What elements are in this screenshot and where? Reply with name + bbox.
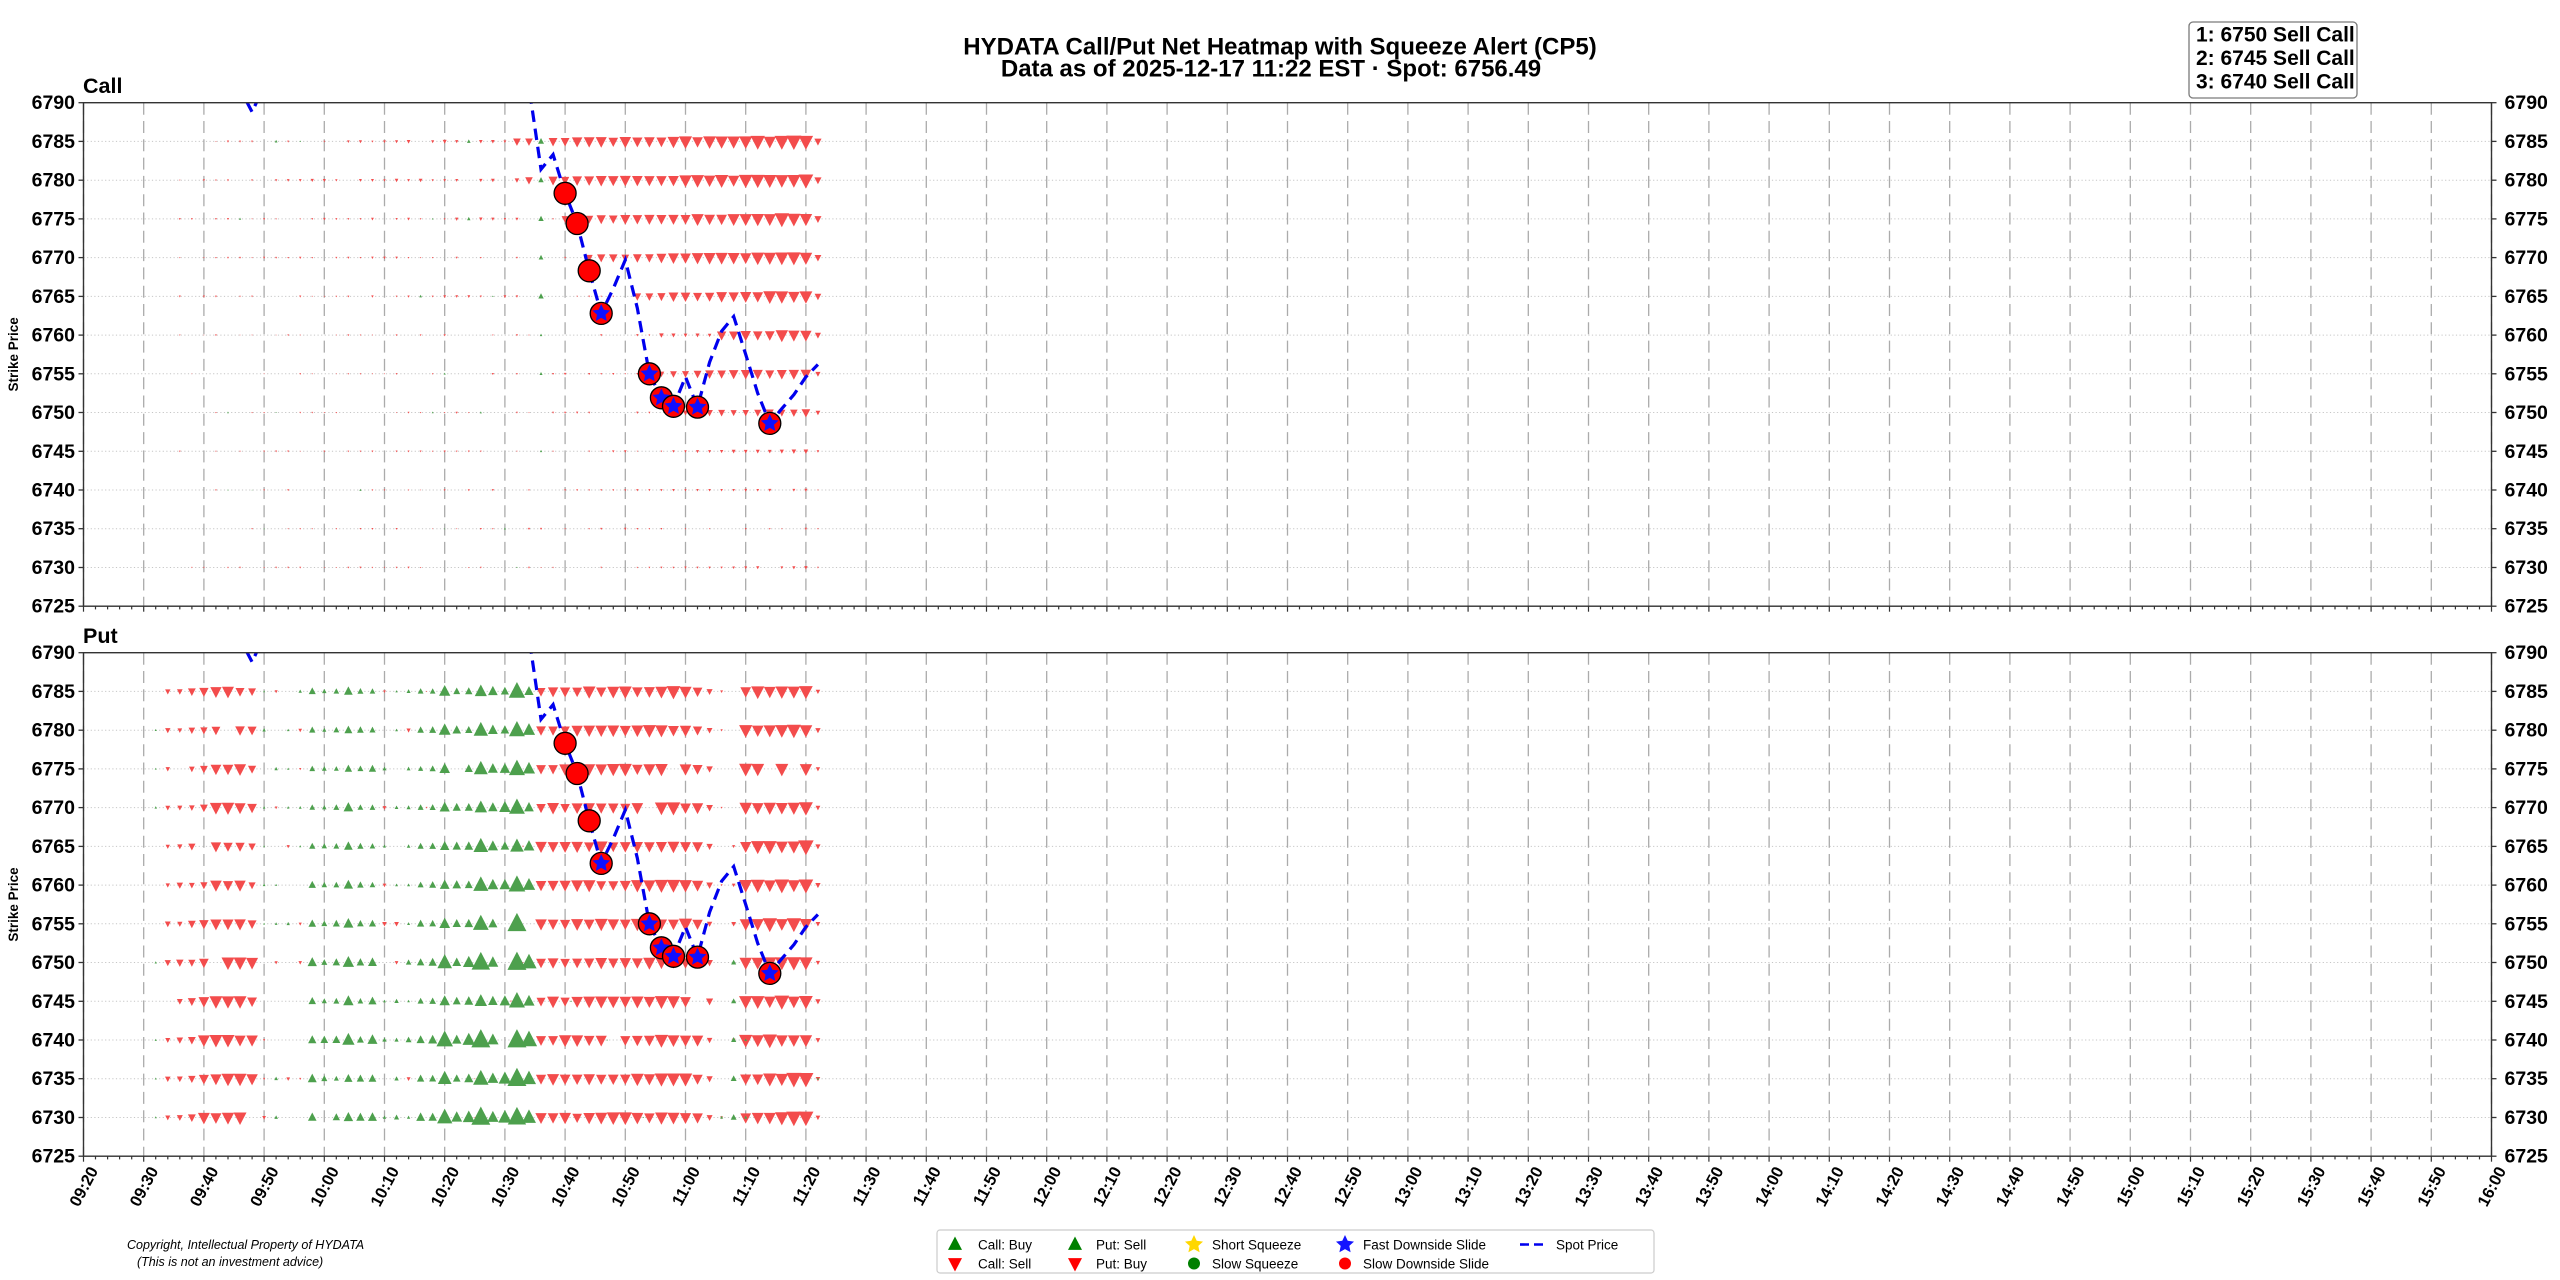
svg-text:(This is not an investment adv: (This is not an investment advice) — [137, 1255, 323, 1269]
svg-text:6755: 6755 — [2505, 363, 2549, 385]
svg-text:6790: 6790 — [32, 642, 76, 664]
svg-text:Fast Downside Slide: Fast Downside Slide — [1363, 1238, 1486, 1253]
svg-text:6735: 6735 — [32, 518, 76, 540]
svg-text:6745: 6745 — [32, 991, 76, 1013]
svg-text:2: 6745 Sell Call: 2: 6745 Sell Call — [2196, 47, 2355, 70]
svg-text:6765: 6765 — [2505, 836, 2549, 858]
svg-text:Put: Sell: Put: Sell — [1096, 1238, 1146, 1253]
svg-text:6780: 6780 — [32, 170, 76, 192]
svg-text:6780: 6780 — [32, 720, 76, 742]
svg-text:6745: 6745 — [2505, 441, 2549, 463]
svg-text:6750: 6750 — [32, 952, 76, 974]
svg-text:6725: 6725 — [2505, 596, 2549, 618]
svg-text:Spot Price: Spot Price — [1556, 1238, 1618, 1253]
svg-text:Short Squeeze: Short Squeeze — [1212, 1238, 1301, 1253]
svg-text:6785: 6785 — [32, 681, 76, 703]
svg-text:6780: 6780 — [2505, 720, 2549, 742]
svg-text:6790: 6790 — [32, 92, 76, 114]
svg-text:6740: 6740 — [2505, 480, 2549, 502]
svg-text:Slow Downside Slide: Slow Downside Slide — [1363, 1257, 1489, 1272]
svg-text:6750: 6750 — [32, 402, 76, 424]
svg-text:6765: 6765 — [2505, 286, 2549, 308]
svg-text:Call: Buy: Call: Buy — [978, 1238, 1032, 1253]
svg-text:6780: 6780 — [2505, 170, 2549, 192]
svg-text:6730: 6730 — [2505, 557, 2549, 579]
svg-text:6760: 6760 — [2505, 325, 2549, 347]
svg-text:6790: 6790 — [2505, 642, 2549, 664]
svg-text:6745: 6745 — [2505, 991, 2549, 1013]
svg-text:6730: 6730 — [32, 1107, 76, 1129]
svg-text:6730: 6730 — [32, 557, 76, 579]
svg-text:Copyright, Intellectual Proper: Copyright, Intellectual Property of HYDA… — [127, 1238, 364, 1252]
svg-text:Strike Price: Strike Price — [6, 867, 21, 942]
svg-text:6760: 6760 — [32, 325, 76, 347]
svg-text:6785: 6785 — [2505, 131, 2549, 153]
svg-text:6785: 6785 — [32, 131, 76, 153]
svg-text:6775: 6775 — [2505, 758, 2549, 780]
svg-text:6785: 6785 — [2505, 681, 2549, 703]
svg-text:6770: 6770 — [32, 247, 76, 269]
svg-text:6770: 6770 — [2505, 797, 2549, 819]
svg-text:6735: 6735 — [32, 1068, 76, 1090]
svg-text:HYDATA Call/Put Net Heatmap wi: HYDATA Call/Put Net Heatmap with Squeeze… — [963, 34, 1596, 61]
svg-text:6775: 6775 — [32, 758, 76, 780]
svg-text:6760: 6760 — [32, 875, 76, 897]
svg-text:6775: 6775 — [2505, 208, 2549, 230]
svg-text:1: 6750 Sell Call: 1: 6750 Sell Call — [2196, 24, 2355, 47]
svg-text:6755: 6755 — [32, 363, 76, 385]
svg-text:6735: 6735 — [2505, 1068, 2549, 1090]
svg-text:6740: 6740 — [32, 480, 76, 502]
svg-text:6740: 6740 — [2505, 1030, 2549, 1052]
svg-text:6735: 6735 — [2505, 518, 2549, 540]
svg-text:Put: Buy: Put: Buy — [1096, 1257, 1147, 1272]
svg-text:6750: 6750 — [2505, 952, 2549, 974]
svg-text:6730: 6730 — [2505, 1107, 2549, 1129]
svg-text:6740: 6740 — [32, 1030, 76, 1052]
svg-text:6725: 6725 — [32, 1146, 76, 1168]
svg-text:6745: 6745 — [32, 441, 76, 463]
svg-text:6765: 6765 — [32, 286, 76, 308]
svg-text:6765: 6765 — [32, 836, 76, 858]
svg-text:6725: 6725 — [32, 596, 76, 618]
svg-text:6760: 6760 — [2505, 875, 2549, 897]
svg-text:Put: Put — [83, 624, 118, 648]
svg-text:Call: Call — [83, 74, 122, 98]
svg-text:6755: 6755 — [2505, 913, 2549, 935]
svg-text:6790: 6790 — [2505, 92, 2549, 114]
svg-text:6770: 6770 — [2505, 247, 2549, 269]
svg-text:3: 6740 Sell Call: 3: 6740 Sell Call — [2196, 70, 2355, 93]
svg-text:Data as of 2025-12-17 11:22 ES: Data as of 2025-12-17 11:22 EST · Spot: … — [1001, 56, 1541, 83]
svg-text:6770: 6770 — [32, 797, 76, 819]
svg-text:6775: 6775 — [32, 208, 76, 230]
svg-text:6750: 6750 — [2505, 402, 2549, 424]
svg-text:Strike Price: Strike Price — [6, 317, 21, 392]
svg-text:6725: 6725 — [2505, 1146, 2549, 1168]
svg-text:6755: 6755 — [32, 913, 76, 935]
svg-text:Slow Squeeze: Slow Squeeze — [1212, 1257, 1298, 1272]
svg-text:Call: Sell: Call: Sell — [978, 1257, 1031, 1272]
